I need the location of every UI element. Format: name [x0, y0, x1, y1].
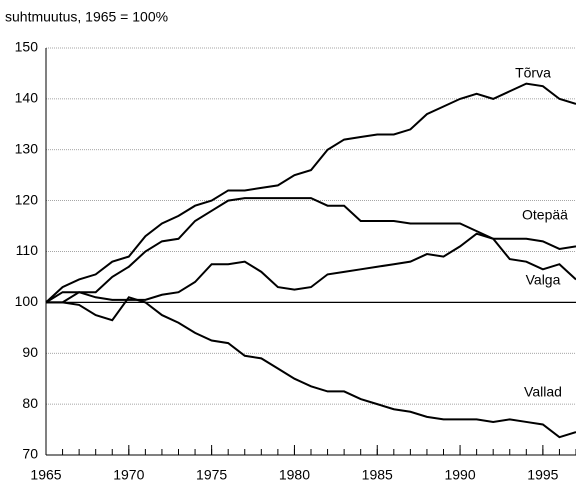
series-line — [46, 296, 576, 439]
y-tick-label: 120 — [15, 191, 39, 207]
y-tick-label: 140 — [15, 90, 39, 106]
y-tick-label: 150 — [15, 39, 39, 55]
y-tick-label: 110 — [16, 242, 39, 258]
x-tick-label: 1975 — [196, 467, 227, 483]
y-tick-label: 100 — [15, 293, 39, 309]
x-tick-label: 1990 — [444, 467, 475, 483]
x-tick-label: 1965 — [30, 467, 61, 483]
series-label: Valga — [526, 272, 561, 288]
y-tick-label: 130 — [15, 140, 39, 156]
series-label: Tõrva — [515, 65, 551, 81]
x-tick-label: 1980 — [279, 467, 310, 483]
y-tick-label: 70 — [22, 446, 38, 462]
x-tick-label: 1970 — [113, 467, 144, 483]
y-tick-label: 90 — [22, 344, 38, 360]
x-tick-label: 1995 — [527, 467, 558, 483]
x-tick-label: 1985 — [362, 467, 393, 483]
y-axis-label: suhtmuutus, 1965 = 100% — [5, 9, 168, 25]
series-line — [45, 82, 576, 304]
series-label: Otepää — [522, 207, 568, 223]
y-tick-label: 80 — [22, 395, 38, 411]
series-label: Vallad — [524, 384, 562, 400]
